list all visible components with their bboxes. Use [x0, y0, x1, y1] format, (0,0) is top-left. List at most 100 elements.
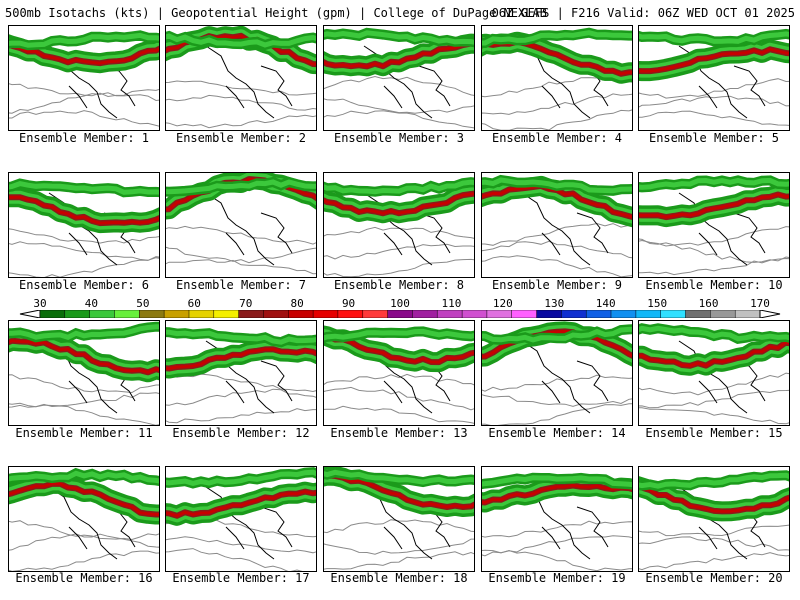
colorbar-swatch	[263, 310, 289, 318]
ensemble-member-label: Ensemble Member: 3	[333, 131, 465, 145]
colorbar-tick-label: 80	[290, 297, 304, 310]
isotach-map	[482, 27, 632, 130]
colorbar-swatch	[312, 310, 339, 318]
isotach-map	[324, 27, 474, 129]
height-contour	[482, 240, 632, 259]
height-contour	[639, 95, 789, 108]
ensemble-member-label: Ensemble Member: 16	[15, 571, 153, 585]
height-contour	[166, 408, 316, 424]
ensemble-map-panel	[8, 172, 160, 278]
height-contour	[324, 373, 474, 386]
jet-stream-band	[639, 193, 789, 219]
height-contour	[639, 524, 789, 537]
ensemble-map-panel	[481, 172, 633, 278]
height-contour	[9, 520, 159, 541]
jet-stream-band	[9, 339, 159, 374]
colorbar-tick-label: 70	[239, 297, 253, 310]
jet-stream-band	[482, 30, 632, 46]
jet-stream-band	[482, 326, 632, 343]
height-contour	[9, 83, 159, 98]
ensemble-map-panel	[323, 172, 475, 278]
isotach-map	[166, 327, 316, 424]
isotach-map	[166, 173, 316, 275]
height-contour	[639, 239, 789, 263]
jet-stream-band	[639, 340, 789, 368]
jet-stream-band	[9, 32, 159, 48]
jet-stream-band	[324, 328, 474, 341]
colorbar-swatch	[213, 310, 240, 318]
height-contour	[639, 389, 789, 409]
jet-stream-band	[482, 177, 632, 194]
height-contour	[324, 538, 474, 555]
height-contour	[166, 259, 316, 275]
ensemble-member-label: Ensemble Member: 11	[15, 426, 153, 440]
ensemble-member-label: Ensemble Member: 8	[333, 278, 465, 292]
colorbar-swatch	[337, 310, 364, 318]
colorbar-tick-label: 110	[441, 297, 462, 310]
isotach-map	[9, 321, 159, 425]
ensemble-map-panel	[638, 172, 790, 278]
colorbar-swatch	[39, 310, 66, 318]
colorbar-swatch	[710, 310, 736, 318]
height-contour	[482, 394, 632, 407]
ensemble-map-panel	[638, 25, 790, 131]
colorbar-scale	[19, 310, 781, 318]
colorbar-swatch	[536, 310, 563, 318]
height-contour	[324, 519, 474, 534]
colorbar-tick-label: 130	[544, 297, 565, 310]
ensemble-member-label: Ensemble Member: 12	[172, 426, 310, 440]
coastline	[205, 192, 293, 266]
isotach-map	[482, 174, 632, 277]
height-contour	[9, 110, 159, 127]
jet-stream-band	[639, 325, 789, 342]
height-contour	[324, 386, 474, 411]
height-contour	[639, 372, 789, 396]
height-contour	[9, 228, 159, 244]
coastline	[205, 45, 293, 119]
ensemble-member-label: Ensemble Member: 7	[175, 278, 307, 292]
isotach-map	[482, 321, 632, 425]
colorbar-arrow-left	[19, 310, 41, 318]
height-contour	[324, 226, 474, 239]
jet-stream-band	[166, 33, 316, 48]
ensemble-map-panel	[481, 466, 633, 572]
isotach-map	[9, 30, 159, 127]
ensemble-member-label: Ensemble Member: 14	[488, 426, 626, 440]
height-contour	[482, 374, 632, 392]
height-contour	[9, 533, 159, 551]
header: 500mb Isotachs (kts) | Geopotential Heig…	[5, 5, 795, 21]
height-contour	[639, 552, 789, 571]
jet-stream-band	[324, 179, 474, 195]
height-contour	[639, 536, 789, 551]
colorbar-swatch	[660, 310, 687, 318]
height-contour	[324, 98, 474, 114]
height-contour	[9, 256, 159, 277]
height-contour	[324, 258, 474, 277]
ensemble-map-panel	[323, 320, 475, 426]
height-contour	[639, 110, 789, 126]
colorbar-tick-label: 170	[750, 297, 770, 310]
ensemble-map-panel	[638, 320, 790, 426]
ensemble-map-panel	[8, 25, 160, 131]
height-contour	[166, 80, 316, 96]
isotach-map	[639, 175, 789, 276]
isotach-map	[166, 26, 316, 129]
jet-stream-band	[9, 43, 159, 65]
colorbar-swatch	[511, 310, 538, 318]
colorbar: 30 40 50 60 70 80 90 100 110 120 130 140 150 160 170	[0, 298, 800, 320]
colorbar-swatch	[188, 310, 215, 318]
colorbar-swatch	[412, 310, 438, 318]
jet-stream-band	[639, 47, 789, 73]
height-contour	[482, 93, 632, 115]
colorbar-swatch	[362, 310, 389, 318]
ensemble-member-label: Ensemble Member: 13	[330, 426, 468, 440]
isotach-map	[9, 178, 159, 277]
height-contour	[9, 403, 159, 425]
isotach-map	[166, 467, 316, 571]
jet-stream-band	[166, 469, 316, 486]
jet-stream-band	[324, 30, 474, 45]
isotach-map	[639, 323, 789, 425]
height-contour	[166, 388, 316, 406]
height-contour	[482, 520, 632, 538]
ensemble-map-panel	[481, 25, 633, 131]
